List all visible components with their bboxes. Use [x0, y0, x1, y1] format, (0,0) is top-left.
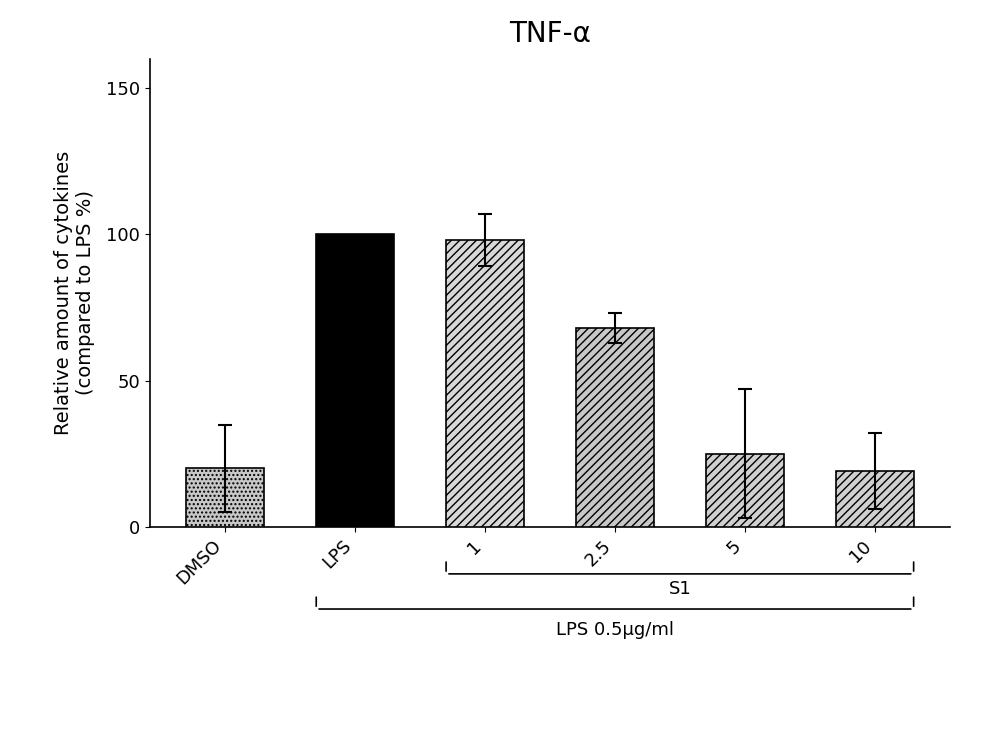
Bar — [186, 468, 264, 527]
Bar — [316, 234, 394, 527]
Text: LPS 0.5μg/ml: LPS 0.5μg/ml — [556, 621, 674, 639]
Bar — [836, 471, 914, 527]
Bar — [706, 454, 784, 527]
Text: S1: S1 — [668, 580, 691, 598]
Bar — [576, 328, 654, 527]
Bar — [446, 240, 524, 527]
Y-axis label: Relative amount of cytokines
(compared to LPS %): Relative amount of cytokines (compared t… — [54, 151, 95, 435]
Title: TNF-α: TNF-α — [509, 20, 591, 48]
